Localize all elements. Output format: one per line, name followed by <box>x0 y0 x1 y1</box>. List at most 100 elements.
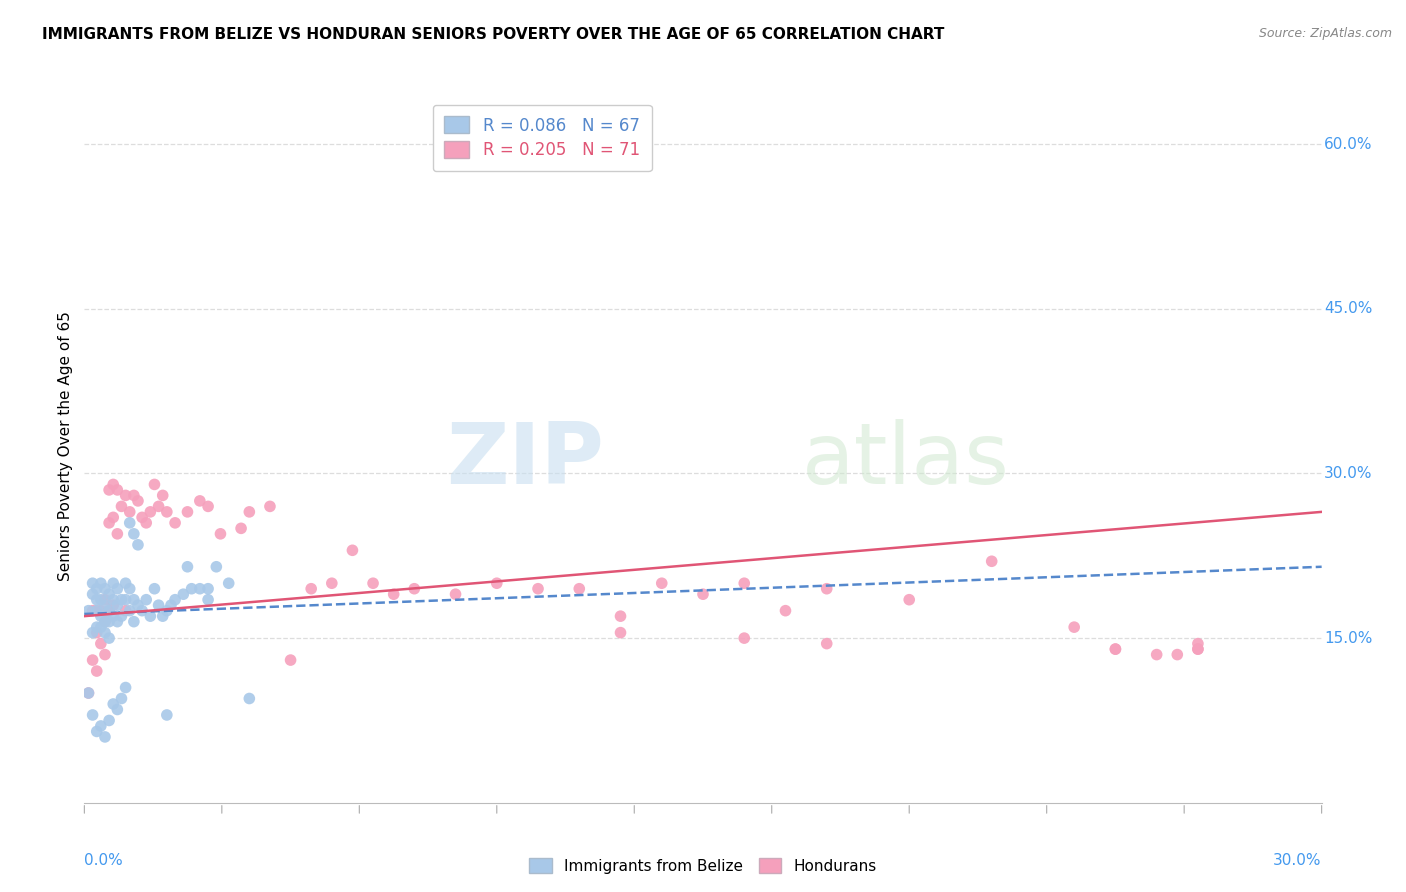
Point <box>651 576 673 591</box>
Point <box>110 500 132 514</box>
Y-axis label: Seniors Poverty Over the Age of 65: Seniors Poverty Over the Age of 65 <box>58 311 73 581</box>
Point <box>733 631 755 645</box>
Point <box>122 592 145 607</box>
Point <box>94 615 117 629</box>
Point <box>86 592 108 607</box>
Point <box>105 598 128 612</box>
Point <box>1146 648 1168 662</box>
Point <box>898 592 921 607</box>
Text: IMMIGRANTS FROM BELIZE VS HONDURAN SENIORS POVERTY OVER THE AGE OF 65 CORRELATIO: IMMIGRANTS FROM BELIZE VS HONDURAN SENIO… <box>42 27 945 42</box>
Point <box>1166 648 1188 662</box>
Point <box>98 483 121 497</box>
Point <box>90 576 112 591</box>
Point <box>188 582 211 596</box>
Point <box>103 592 125 607</box>
Text: 15.0%: 15.0% <box>1324 631 1372 646</box>
Point <box>118 505 141 519</box>
Point <box>103 576 125 591</box>
Point <box>1187 642 1209 657</box>
Point <box>444 587 467 601</box>
Point <box>90 637 112 651</box>
Point <box>94 625 117 640</box>
Point <box>86 604 108 618</box>
Point <box>94 615 117 629</box>
Point <box>218 576 240 591</box>
Point <box>485 576 508 591</box>
Point <box>77 686 100 700</box>
Point <box>160 598 183 612</box>
Point <box>105 702 128 716</box>
Point <box>127 494 149 508</box>
Point <box>110 609 132 624</box>
Point <box>361 576 384 591</box>
Point <box>86 620 108 634</box>
Point <box>775 604 797 618</box>
Point <box>229 521 252 535</box>
Point <box>105 483 128 497</box>
Text: 0.0%: 0.0% <box>84 853 124 868</box>
Point <box>280 653 302 667</box>
Point <box>485 137 508 152</box>
Point <box>103 697 125 711</box>
Point <box>209 526 232 541</box>
Legend: Immigrants from Belize, Hondurans: Immigrants from Belize, Hondurans <box>523 852 883 880</box>
Point <box>180 582 202 596</box>
Point <box>94 582 117 596</box>
Point <box>114 681 136 695</box>
Point <box>94 648 117 662</box>
Point <box>609 609 631 624</box>
Point <box>94 730 117 744</box>
Point <box>86 604 108 618</box>
Point <box>90 609 112 624</box>
Point <box>321 576 343 591</box>
Point <box>609 625 631 640</box>
Point <box>156 604 179 618</box>
Point <box>77 686 100 700</box>
Point <box>1104 642 1126 657</box>
Point <box>82 604 104 618</box>
Point <box>82 653 104 667</box>
Point <box>118 582 141 596</box>
Point <box>103 598 125 612</box>
Point <box>114 488 136 502</box>
Point <box>733 576 755 591</box>
Point <box>94 598 117 612</box>
Point <box>143 477 166 491</box>
Point <box>103 510 125 524</box>
Point <box>148 598 170 612</box>
Point <box>238 691 260 706</box>
Point <box>105 615 128 629</box>
Text: 30.0%: 30.0% <box>1274 853 1322 868</box>
Point <box>98 516 121 530</box>
Point <box>980 554 1002 568</box>
Point <box>118 604 141 618</box>
Point <box>98 631 121 645</box>
Point <box>98 604 121 618</box>
Point <box>98 587 121 601</box>
Point <box>148 500 170 514</box>
Point <box>176 505 198 519</box>
Point <box>205 559 228 574</box>
Point <box>139 505 162 519</box>
Point <box>82 625 104 640</box>
Point <box>110 592 132 607</box>
Point <box>165 592 187 607</box>
Point <box>568 582 591 596</box>
Point <box>131 604 153 618</box>
Text: Source: ZipAtlas.com: Source: ZipAtlas.com <box>1258 27 1392 40</box>
Point <box>90 719 112 733</box>
Point <box>135 516 157 530</box>
Point <box>127 598 149 612</box>
Point <box>82 708 104 723</box>
Point <box>90 604 112 618</box>
Text: atlas: atlas <box>801 418 1010 502</box>
Point <box>127 538 149 552</box>
Point <box>815 637 838 651</box>
Point <box>1104 642 1126 657</box>
Point <box>299 582 322 596</box>
Point <box>152 488 174 502</box>
Point <box>82 587 104 601</box>
Point <box>382 587 405 601</box>
Legend: R = 0.086   N = 67, R = 0.205   N = 71: R = 0.086 N = 67, R = 0.205 N = 71 <box>433 104 651 171</box>
Point <box>172 587 194 601</box>
